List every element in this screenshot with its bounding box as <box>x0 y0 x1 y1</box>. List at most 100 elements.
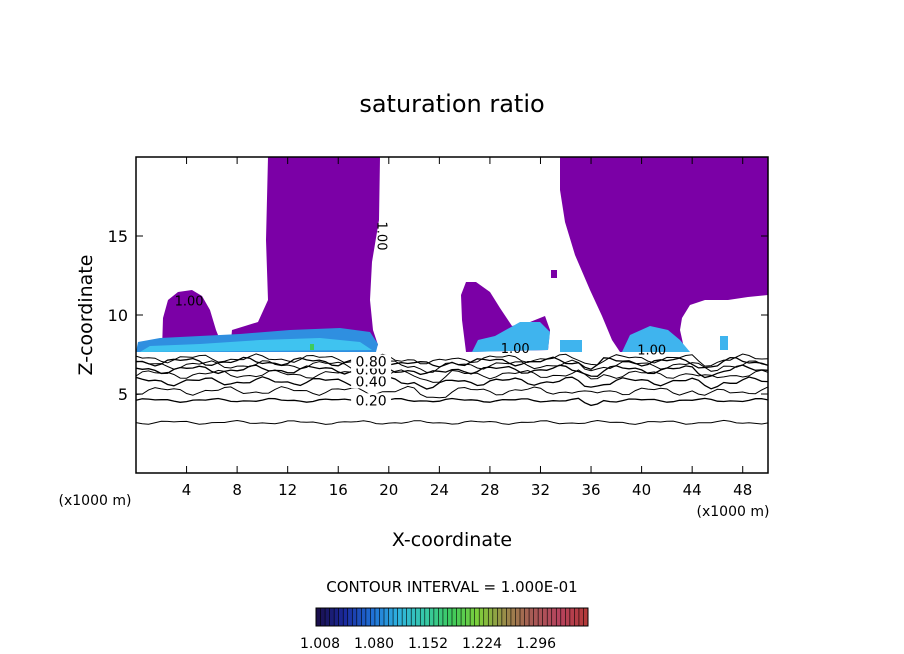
y-tick-label: 10 <box>108 306 128 325</box>
colorbar-cell <box>320 608 326 626</box>
colorbar-cell <box>488 608 494 626</box>
cloud-tower-right <box>560 157 768 352</box>
y-axis-label: Z-coordinate <box>75 255 97 376</box>
colorbar-cell <box>338 608 344 626</box>
colorbar-cell <box>393 608 398 626</box>
colorbar-cell <box>569 608 575 626</box>
colorbar-frame <box>315 607 589 627</box>
x-tick-label: 40 <box>632 481 651 499</box>
contour-line <box>135 397 769 407</box>
high-saturation-band <box>136 322 690 352</box>
x-axis-label: X-coordinate <box>392 529 512 551</box>
colorbar-cell <box>524 608 530 626</box>
colorbar-cell <box>452 608 457 626</box>
colorbar-cell <box>501 608 507 626</box>
colorbar <box>315 607 589 627</box>
colorbar-cell <box>578 608 584 626</box>
colorbar-cell <box>542 608 548 626</box>
contour-label-1-00: 1.00 <box>501 342 530 357</box>
colorbar-cell <box>533 608 539 626</box>
colorbar-cell <box>510 608 516 626</box>
x-unit-label-right: (x1000 m) <box>697 504 770 520</box>
contour-level-label: 0.80 <box>356 355 387 371</box>
colorbar-cell <box>374 608 380 626</box>
cloud-speck-2 <box>720 336 728 350</box>
chart-title: saturation ratio <box>359 90 544 118</box>
colorbar-cell <box>406 608 412 626</box>
contour-interval-note: CONTOUR INTERVAL = 1.000E-01 <box>326 578 577 596</box>
colorbar-cell <box>547 608 553 626</box>
contour-line <box>135 359 769 373</box>
colorbar-cell <box>560 608 566 626</box>
colorbar-cell <box>365 608 371 626</box>
colorbar-cell <box>556 608 562 626</box>
colorbar-cell <box>343 608 349 626</box>
colorbar-cell <box>442 608 448 626</box>
colorbar-cell <box>424 608 430 626</box>
band-mid <box>472 322 550 352</box>
colorbar-cell <box>316 608 321 626</box>
contour-lines <box>135 353 769 425</box>
colorbar-cell <box>379 608 385 626</box>
colorbar-cell <box>529 608 534 626</box>
colorbar-cell <box>474 608 480 626</box>
plot-area: 0.200.400.600.801.001.00 1.001.00 <box>135 156 769 474</box>
colorbar-cell <box>583 608 589 626</box>
colorbar-cell <box>352 608 358 626</box>
contour-label-bg <box>351 374 392 389</box>
colorbar-cell <box>411 608 417 626</box>
colorbar-tick-label: 1.152 <box>408 636 448 652</box>
cloud-speck-1 <box>551 270 557 278</box>
colorbar-cell <box>538 608 544 626</box>
cloud-tower-left <box>230 157 380 352</box>
contour-line <box>135 364 769 379</box>
x-tick-label: 12 <box>278 481 297 499</box>
contour-label-bg <box>351 393 392 408</box>
colorbar-cell <box>347 608 353 626</box>
x-tick-label: 4 <box>182 481 192 499</box>
contour-line <box>135 376 769 390</box>
colorbar-cell <box>384 608 389 626</box>
colorbar-cell <box>361 608 367 626</box>
saturated-regions <box>162 157 768 352</box>
colorbar-cell <box>479 608 485 626</box>
y-tick-label: 15 <box>108 227 128 246</box>
colorbar-labels: 1.008 1.080 1.152 1.224 1.296 <box>300 636 556 652</box>
colorbar-cell <box>565 608 571 626</box>
colorbar-cell <box>420 608 426 626</box>
colorbar-cell <box>438 608 444 626</box>
contour-level-label: 0.20 <box>356 393 387 409</box>
x-tick-label: 48 <box>733 481 752 499</box>
colorbar-cell <box>492 608 498 626</box>
x-tick-label: 28 <box>480 481 499 499</box>
contour-line <box>135 419 769 425</box>
band-right <box>622 326 690 352</box>
y-tick-label: 5 <box>118 385 128 404</box>
contour-label-1-00: 1.00 <box>373 222 388 251</box>
x-tick-label: 44 <box>683 481 702 499</box>
colorbar-cell <box>388 608 394 626</box>
colorbar-cell <box>520 608 525 626</box>
x-unit-label-left: (x1000 m) <box>59 493 132 509</box>
colorbar-cell <box>415 608 421 626</box>
colorbar-cell <box>515 608 521 626</box>
colorbar-tick-label: 1.008 <box>300 636 340 652</box>
cloud-speck-3 <box>560 340 582 352</box>
contour-label-1-00: 1.00 <box>175 295 204 310</box>
colorbar-cell <box>470 608 476 626</box>
colorbar-cell <box>497 608 503 626</box>
colorbar-cell <box>461 608 466 626</box>
colorbar-cell <box>370 608 376 626</box>
x-tick-label: 20 <box>379 481 398 499</box>
colorbar-cell <box>433 608 439 626</box>
contour-label-bg <box>351 354 392 369</box>
colorbar-tick-label: 1.296 <box>516 636 556 652</box>
contour-line <box>135 353 769 367</box>
x-tick-label: 36 <box>581 481 600 499</box>
colorbar-cell <box>397 608 403 626</box>
colorbar-cell <box>483 608 489 626</box>
contour-line <box>135 369 769 383</box>
contour-label-1-00: 1.00 <box>637 344 666 359</box>
colorbar-cell <box>325 608 330 626</box>
